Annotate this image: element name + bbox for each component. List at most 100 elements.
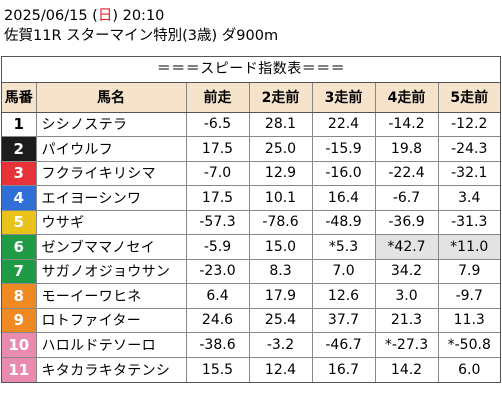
speed-index-cell: -36.9 — [375, 210, 439, 235]
horse-number-badge: 11 — [2, 357, 37, 382]
horse-name: パイウルフ — [36, 136, 187, 162]
speed-index-cell: 21.3 — [375, 308, 439, 333]
speed-index-table: 馬番 馬名 前走 2走前 3走前 4走前 5走前 1 シシノステラ -6.5 28.1 22.4 -1… — [2, 83, 500, 382]
speed-index-cell: -15.9 — [312, 136, 376, 162]
speed-index-cell: -6.7 — [375, 185, 439, 211]
speed-index-cell: 28.1 — [249, 112, 313, 137]
horse-name: エイヨーシンワ — [36, 185, 187, 211]
speed-index-cell: -24.3 — [438, 136, 500, 162]
speed-index-cell: 34.2 — [375, 259, 439, 284]
table-row: 5 ウサギ -57.3 -78.6 -48.9 -36.9 -31.3 — [2, 210, 500, 235]
horse-number-badge: 5 — [2, 210, 37, 235]
horse-name: シシノステラ — [36, 112, 187, 137]
horse-number-badge: 8 — [2, 283, 37, 309]
speed-index-cell: 10.1 — [249, 185, 313, 211]
speed-index-cell: -38.6 — [186, 332, 250, 358]
speed-index-cell: *42.7 — [375, 234, 439, 260]
speed-index-cell: -31.3 — [438, 210, 500, 235]
speed-index-cell: -6.5 — [186, 112, 250, 137]
speed-index-cell: -78.6 — [249, 210, 313, 235]
speed-index-cell: *11.0 — [438, 234, 500, 260]
speed-index-cell: 12.6 — [312, 283, 376, 309]
table-row: 10 ハロルドテソーロ -38.6 -3.2 -46.7 *-27.3 *-50.8 — [2, 332, 500, 358]
speed-index-cell: -14.2 — [375, 112, 439, 137]
column-header: 馬名 — [36, 83, 187, 113]
race-header: 2025/06/15 (日) 20:10 佐賀11R スターマイン特別(3歳) … — [4, 6, 498, 46]
race-datetime: 2025/06/15 (日) 20:10 — [4, 6, 498, 26]
horse-name: ハロルドテソーロ — [36, 332, 187, 358]
speed-index-cell: 7.0 — [312, 259, 376, 284]
speed-index-cell: 15.5 — [186, 357, 250, 382]
column-header: 5走前 — [438, 83, 500, 113]
race-title: 佐賀11R スターマイン特別(3歳) ダ900m — [4, 28, 279, 44]
horse-name: ウサギ — [36, 210, 187, 235]
table-row: 9 ロトファイター 24.6 25.4 37.7 21.3 11.3 — [2, 308, 500, 333]
speed-index-cell: 8.3 — [249, 259, 313, 284]
speed-index-cell: 24.6 — [186, 308, 250, 333]
speed-index-cell: 25.4 — [249, 308, 313, 333]
speed-index-cell: -57.3 — [186, 210, 250, 235]
horse-number-badge: 4 — [2, 185, 37, 211]
speed-index-cell: 15.0 — [249, 234, 313, 260]
speed-index-cell: 25.0 — [249, 136, 313, 162]
speed-index-cell: -9.7 — [438, 283, 500, 309]
table-row: 2 パイウルフ 17.5 25.0 -15.9 19.8 -24.3 — [2, 136, 500, 162]
table-row: 11 キタカラキタテンシ 15.5 12.4 16.7 14.2 6.0 — [2, 357, 500, 382]
speed-index-cell: *-50.8 — [438, 332, 500, 358]
speed-index-cell: 6.4 — [186, 283, 250, 309]
speed-index-cell: 17.9 — [249, 283, 313, 309]
speed-index-cell: 6.0 — [458, 361, 481, 378]
speed-index-cell: 12.4 — [249, 357, 313, 382]
speed-index-cell: -16.0 — [312, 161, 376, 186]
sheet-title: ＝＝＝スピード指数表＝＝＝ — [2, 57, 500, 83]
speed-index-cell: -48.9 — [312, 210, 376, 235]
speed-index-cell: *-27.3 — [375, 332, 439, 358]
table-row: 4 エイヨーシンワ 17.5 10.1 16.4 -6.7 3.4 — [2, 185, 500, 211]
horse-number-badge: 9 — [2, 308, 37, 333]
speed-index-cell: -46.7 — [312, 332, 376, 358]
table-row: 3 フクライキリシマ -7.0 12.9 -16.0 -22.4 -32.1 — [2, 161, 500, 186]
table-row: 8 モーイーワヒネ 6.4 17.9 12.6 3.0 -9.7 — [2, 283, 500, 309]
speed-index-cell: -7.0 — [186, 161, 250, 186]
horse-number-badge: 1 — [2, 112, 37, 137]
table-header-row: 馬番 馬名 前走 2走前 3走前 4走前 5走前 — [2, 83, 500, 113]
table-row: 7 サガノオジョウサン -23.0 8.3 7.0 34.2 7.9 — [2, 259, 500, 284]
horse-number-badge: 6 — [2, 234, 37, 260]
speed-index-cell: 14.2 — [375, 357, 439, 382]
speed-index-cell: 37.7 — [312, 308, 376, 333]
speed-index-cell: -3.2 — [249, 332, 313, 358]
horse-name: サガノオジョウサン — [36, 259, 187, 284]
table-row: 6 ゼンブママノセイ -5.9 15.0 *5.3 *42.7 *11.0 — [2, 234, 500, 260]
date-prefix: 2025/06/15 ( — [4, 8, 98, 24]
speed-index-cell: 11.3 — [438, 308, 500, 333]
horse-name: フクライキリシマ — [36, 161, 187, 186]
horse-number-badge: 2 — [2, 136, 37, 162]
date-suffix: ) 20:10 — [112, 8, 165, 24]
speed-index-cell: *5.3 — [312, 234, 376, 260]
speed-index-cell: 19.8 — [375, 136, 439, 162]
speed-index-cell: 3.0 — [375, 283, 439, 309]
horse-number-badge: 3 — [2, 161, 37, 186]
horse-number-badge: 10 — [2, 332, 37, 358]
horse-name: モーイーワヒネ — [36, 283, 187, 309]
speed-index-cell: 3.4 — [438, 185, 500, 211]
speed-index-cell: 16.7 — [312, 357, 376, 382]
speed-index-cell: -23.0 — [186, 259, 250, 284]
speed-index-cell: -12.2 — [438, 112, 500, 137]
horse-name: キタカラキタテンシ — [36, 357, 187, 382]
speed-index-cell: 17.5 — [186, 185, 250, 211]
speed-index-cell: 7.9 — [438, 259, 500, 284]
column-header: 2走前 — [249, 83, 313, 113]
speed-index-cell: 16.4 — [312, 185, 376, 211]
speed-index-cell: 22.4 — [312, 112, 376, 137]
column-header: 馬番 — [2, 83, 37, 113]
table-row: 1 シシノステラ -6.5 28.1 22.4 -14.2 -12.2 — [2, 112, 500, 137]
speed-index-sheet: ＝＝＝スピード指数表＝＝＝ 馬番 馬名 前走 2走前 3走前 4走前 5走前 1 シシノステラ… — [1, 56, 501, 383]
speed-index-cell: 17.5 — [186, 136, 250, 162]
column-header: 前走 — [186, 83, 250, 113]
speed-index-cell: -32.1 — [438, 161, 500, 186]
column-header: 4走前 — [375, 83, 439, 113]
speed-index-cell: -5.9 — [186, 234, 250, 260]
horse-name: ロトファイター — [36, 308, 187, 333]
column-header: 3走前 — [312, 83, 376, 113]
